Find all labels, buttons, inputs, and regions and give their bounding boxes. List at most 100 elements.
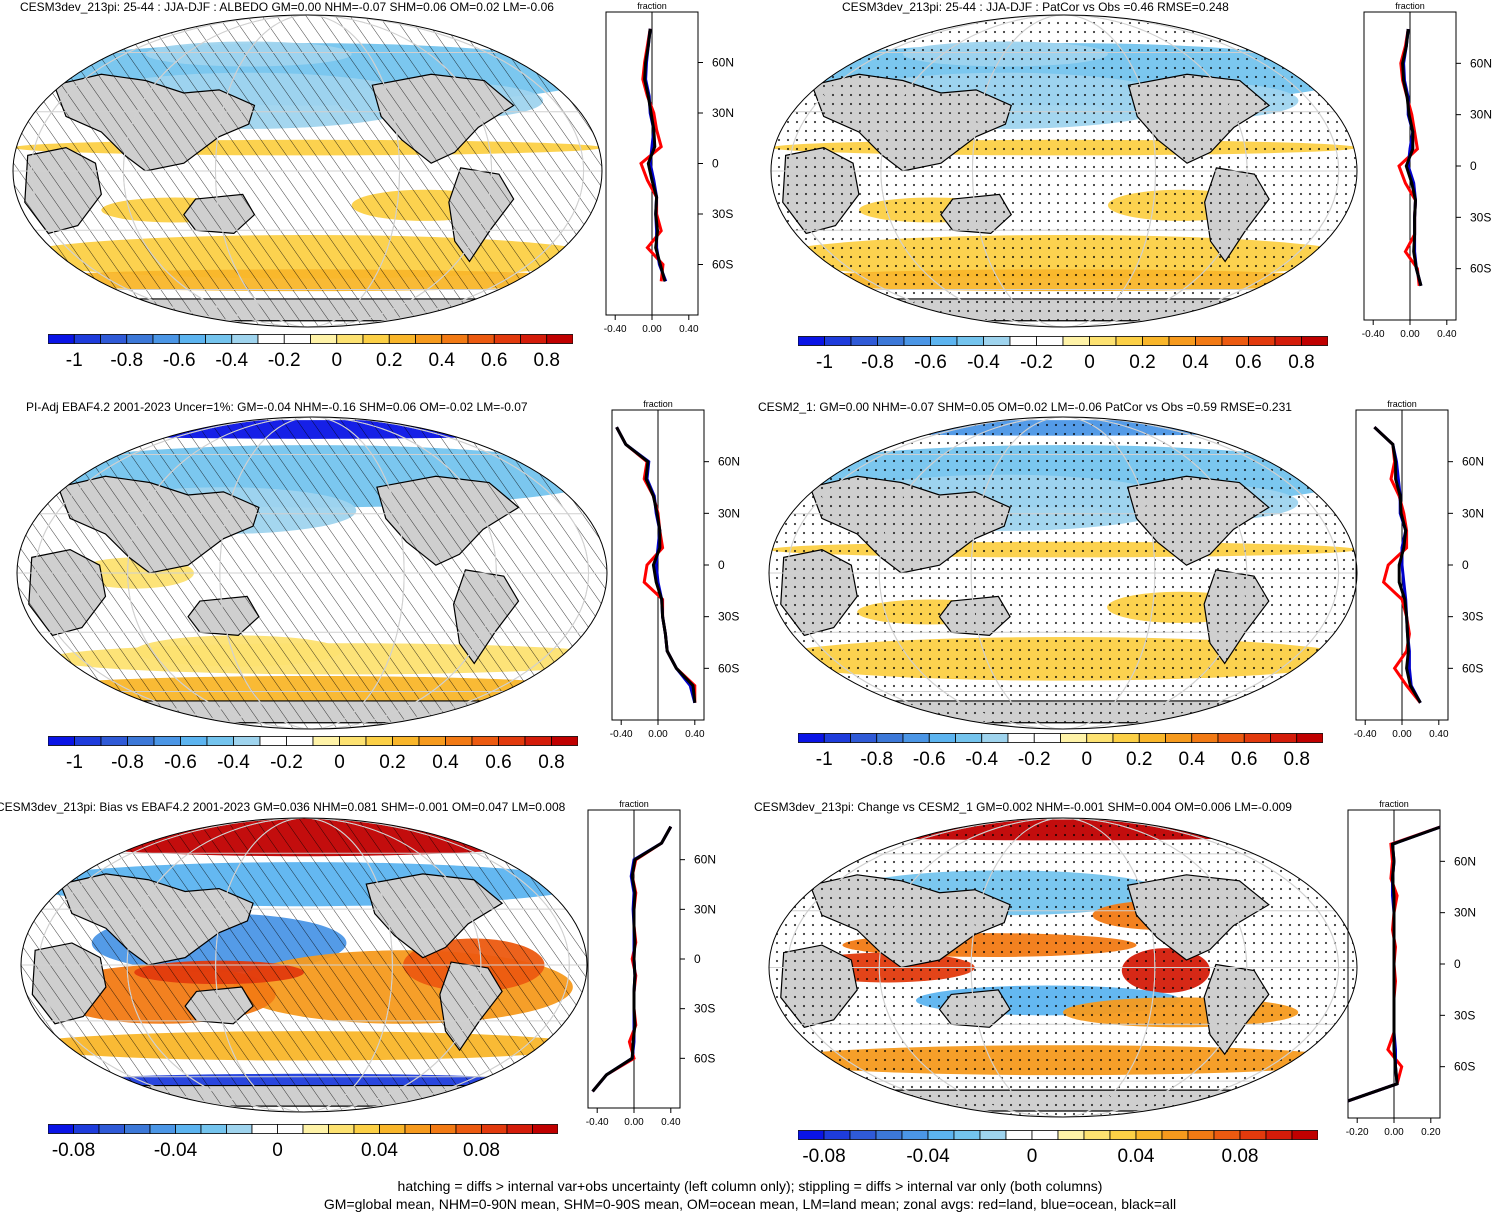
zonal-axis-title: fraction (637, 1, 667, 11)
zonal-xtick-label: 0.40 (661, 1117, 681, 1128)
colorbar-swatch (152, 334, 180, 344)
colorbar-swatch (404, 1124, 431, 1134)
zonal-ytick-label: 60S (1462, 661, 1483, 675)
colorbar-swatch (74, 736, 102, 746)
colorbar-label: 0.2 (376, 350, 402, 371)
colorbar-swatch (1036, 336, 1064, 346)
colorbar-swatch (48, 1124, 74, 1134)
colorbar-swatch (798, 336, 825, 346)
colorbar-swatch (153, 736, 181, 746)
zonal-xtick-label: -0.20 (1346, 1127, 1369, 1138)
colorbar-swatch (1031, 1130, 1059, 1140)
colorbar-2: -1-0.8-0.6-0.4-0.200.20.40.60.81 (798, 336, 1328, 373)
zonal-line-ocean (615, 426, 697, 704)
colorbar-label: -1 (816, 749, 833, 770)
colorbar-swatch (979, 1130, 1007, 1140)
colorbar-label: -0.04 (906, 1146, 950, 1167)
zonal-line-all (1401, 28, 1423, 287)
zonal-ytick-label: 0 (1462, 558, 1469, 572)
colorbar-swatch (1213, 1130, 1241, 1140)
panel-title-3: PI-Adj EBAF4.2 2001-2023 Uncer=1%: GM=-0… (26, 400, 528, 414)
zonal-ytick-label: 30S (694, 1002, 715, 1016)
zonal-ytick-label: 0 (1454, 957, 1461, 971)
colorbar-label: 0.8 (1288, 352, 1314, 373)
colorbar-label: 0.2 (379, 752, 405, 773)
zonal-ytick-label: 30S (712, 207, 733, 221)
colorbar-swatch (388, 334, 416, 344)
colorbar-swatch (876, 733, 904, 743)
colorbar-swatch (1187, 1130, 1215, 1140)
longitude-line (214, 15, 401, 327)
colorbar-label: -0.2 (268, 350, 301, 371)
map-panel-6 (768, 817, 1358, 1118)
zonal-line-all (591, 825, 673, 1093)
zonal-xtick-label: -0.40 (586, 1117, 609, 1128)
colorbar-label: -0.4 (965, 749, 998, 770)
colorbar-label: 0 (334, 752, 345, 773)
colorbar-label: 0.2 (1129, 352, 1155, 373)
colorbar-swatch (1217, 733, 1245, 743)
panel-title-5: CESM3dev_213pi: Bias vs EBAF4.2 2001-202… (0, 800, 566, 814)
colorbar-swatch (126, 334, 154, 344)
longitude-line (30, 15, 585, 327)
colorbar-label: -0.4 (217, 752, 250, 773)
colorbar-swatch (1239, 1130, 1267, 1140)
colorbar-swatch (226, 1124, 253, 1134)
colorbar-swatch (73, 334, 101, 344)
zonal-line-all (615, 426, 697, 703)
zonal-ytick-label: 0 (1470, 159, 1477, 173)
colorbar-swatch (506, 1124, 533, 1134)
zonal-xtick-label: 0.40 (1429, 729, 1449, 740)
colorbar-swatch (1060, 733, 1088, 743)
colorbar-swatch (1168, 336, 1196, 346)
longitude-line (126, 818, 482, 1112)
colorbar-label: -0.8 (860, 749, 893, 770)
colorbar-swatch (877, 336, 905, 346)
map-field (21, 818, 587, 1112)
map-field (771, 15, 1357, 327)
colorbar-swatch (455, 1124, 482, 1134)
colorbar-swatch (532, 1124, 558, 1134)
map-border (768, 817, 1358, 1118)
colorbar-swatch (1057, 1130, 1085, 1140)
colorbar-swatch (1135, 1130, 1163, 1140)
colorbar-label: -1 (66, 350, 83, 371)
colorbar-swatch (48, 736, 75, 746)
colorbar-5: -0.08 -0.04 0 0.04 0.08 (48, 1124, 558, 1161)
colorbar-swatch (365, 736, 393, 746)
colorbar-swatch (1138, 733, 1166, 743)
zonal-ytick-label: 60S (694, 1051, 715, 1065)
colorbar-label: 0.6 (485, 752, 511, 773)
colorbar-swatch (1243, 733, 1271, 743)
colorbar-swatch (1274, 336, 1302, 346)
colorbar-swatch (1296, 733, 1323, 743)
zonal-axis-title: fraction (1379, 799, 1409, 809)
zonal-ytick-label: 30N (1470, 108, 1492, 122)
colorbar-swatch (1062, 336, 1090, 346)
colorbar-swatch (875, 1130, 903, 1140)
colorbar-1: -1-0.8-0.6-0.4-0.200.20.40.60.81 (48, 334, 573, 371)
colorbar-swatch (418, 736, 446, 746)
colorbar-swatch (903, 336, 931, 346)
map-border (16, 416, 608, 730)
colorbar-label: -0.8 (861, 352, 894, 373)
zonal-xtick-label: -0.40 (610, 729, 633, 740)
colorbar-swatch (493, 334, 521, 344)
colorbar-label: -0.2 (270, 752, 303, 773)
colorbar-label: -0.04 (154, 1140, 198, 1161)
longitude-line (38, 818, 570, 1112)
zonal-xtick-label: 0.40 (1437, 329, 1457, 340)
colorbar-swatch (1161, 1130, 1189, 1140)
colorbar-label: -0.6 (914, 352, 947, 373)
colorbar-swatch (1109, 1130, 1137, 1140)
colorbar-swatch (1191, 733, 1219, 743)
colorbar-swatch (277, 1124, 304, 1134)
zonal-ytick-label: 30N (712, 106, 734, 120)
zonal-xtick-label: 0.40 (685, 729, 705, 740)
colorbar-label: -0.8 (111, 752, 144, 773)
colorbar-label: -0.08 (52, 1140, 95, 1161)
map-panel-5 (20, 817, 588, 1113)
colorbar-label: -0.6 (913, 749, 946, 770)
zonal-ytick-label: 60S (718, 661, 739, 675)
colorbar-swatch (902, 733, 930, 743)
